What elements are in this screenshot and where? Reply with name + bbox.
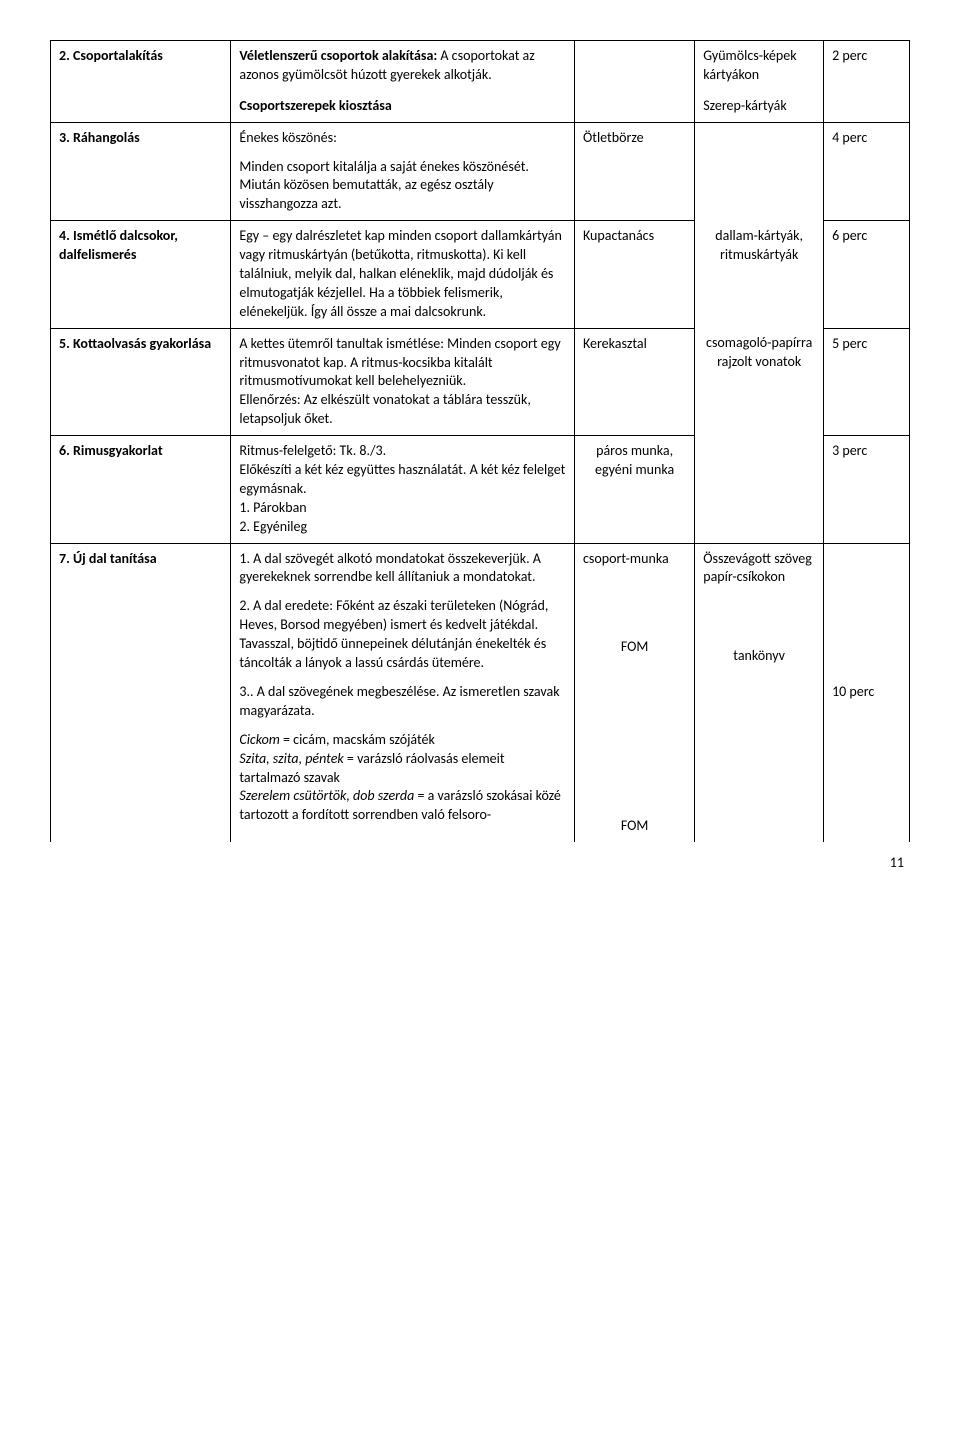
mat-line: tankönyv	[703, 647, 815, 666]
table-row: 4. Ismétlő dalcsokor, dalfelismerés Egy …	[51, 221, 910, 328]
step-label: 4. Ismétlő dalcsokor, dalfelismerés	[51, 221, 231, 328]
materials	[695, 436, 824, 543]
time: 6 perc	[824, 221, 910, 328]
desc-para: 2. A dal eredete: Főként az északi terül…	[239, 597, 566, 673]
work-form: Kupactanács	[574, 221, 694, 328]
desc-line: Minden csoport kitalálja a saját énekes …	[239, 158, 566, 215]
table-row: 2. Csoportalakítás Véletlenszerű csoport…	[51, 41, 910, 91]
desc-line: Énekes köszönés:	[239, 129, 566, 148]
mat-line: Összevágott szöveg papír-csíkokon	[703, 550, 815, 588]
term: Szerelem csütörtök, dob szerda	[239, 787, 414, 804]
step-label: 2. Csoportalakítás	[51, 41, 231, 91]
step-label: 7. Új dal tanítása	[51, 543, 231, 842]
desc-line: Előkészíti a két kéz együttes használatá…	[239, 461, 566, 499]
term: Szita, szita, péntek	[239, 750, 343, 767]
time-empty	[824, 91, 910, 122]
time: 5 perc	[824, 328, 910, 435]
desc-line: A kettes ütemről tanultak ismétlése: Min…	[239, 335, 566, 392]
step-desc: Egy – egy dalrészletet kap minden csopor…	[231, 221, 575, 328]
materials: dallam-kártyák, ritmuskártyák	[695, 221, 824, 328]
table-row: 6. Rimusgyakorlat Ritmus-felelgető: Tk. …	[51, 436, 910, 543]
work-form	[574, 41, 694, 91]
materials	[695, 122, 824, 221]
time: 3 perc	[824, 436, 910, 543]
desc-bold: Véletlenszerű csoportok alakítása:	[239, 47, 437, 64]
materials: csomagoló-papírra rajzolt vonatok	[695, 328, 824, 435]
term-def: = cicám, macskám szójáték	[280, 731, 435, 748]
time: 4 perc	[824, 122, 910, 221]
materials: Szerep-kártyák	[695, 91, 824, 122]
step-desc: Véletlenszerű csoportok alakítása: A cso…	[231, 41, 575, 91]
time: 10 perc	[824, 543, 910, 842]
wf-line: FOM	[583, 638, 686, 657]
page-number: 11	[50, 854, 910, 871]
table-row: 3. Ráhangolás Énekes köszönés: Minden cs…	[51, 122, 910, 221]
desc-line: Ellenőrzés: Az elkészült vonatokat a táb…	[239, 391, 566, 429]
lesson-plan-table: 2. Csoportalakítás Véletlenszerű csoport…	[50, 40, 910, 842]
step-desc: Ritmus-felelgető: Tk. 8./3. Előkészíti a…	[231, 436, 575, 543]
step-desc: Énekes köszönés: Minden csoport kitalálj…	[231, 122, 575, 221]
materials: Összevágott szöveg papír-csíkokon tankön…	[695, 543, 824, 842]
work-form: Kerekasztal	[574, 328, 694, 435]
work-form: Ötletbörze	[574, 122, 694, 221]
step-desc: 1. A dal szövegét alkotó mondatokat össz…	[231, 543, 575, 842]
desc-para: 3.. A dal szövegének megbeszélése. Az is…	[239, 683, 566, 721]
desc-line: 1. Párokban	[239, 499, 566, 518]
step-desc: Csoportszerepek kiosztása	[231, 91, 575, 122]
step-label: 3. Ráhangolás	[51, 122, 231, 221]
table-row: Csoportszerepek kiosztása Szerep-kártyák	[51, 91, 910, 122]
desc-line: 2. Egyénileg	[239, 518, 566, 537]
desc-line: Ritmus-felelgető: Tk. 8./3.	[239, 442, 566, 461]
wf-line: FOM	[583, 817, 686, 836]
materials: Gyümölcs-képek kártyákon	[695, 41, 824, 91]
table-row: 7. Új dal tanítása 1. A dal szövegét alk…	[51, 543, 910, 842]
work-form	[574, 91, 694, 122]
step-label-empty	[51, 91, 231, 122]
term: Cickom	[239, 731, 280, 748]
step-label: 5. Kottaolvasás gyakorlása	[51, 328, 231, 435]
step-desc: A kettes ütemről tanultak ismétlése: Min…	[231, 328, 575, 435]
table-row: 5. Kottaolvasás gyakorlása A kettes ütem…	[51, 328, 910, 435]
desc-para: 1. A dal szövegét alkotó mondatokat össz…	[239, 550, 566, 588]
desc-para: Cickom = cicám, macskám szójáték Szita, …	[239, 731, 566, 825]
time: 2 perc	[824, 41, 910, 91]
wf-line: csoport-munka	[583, 550, 686, 569]
step-label: 6. Rimusgyakorlat	[51, 436, 231, 543]
work-form: csoport-munka FOM FOM	[574, 543, 694, 842]
work-form: páros munka, egyéni munka	[574, 436, 694, 543]
